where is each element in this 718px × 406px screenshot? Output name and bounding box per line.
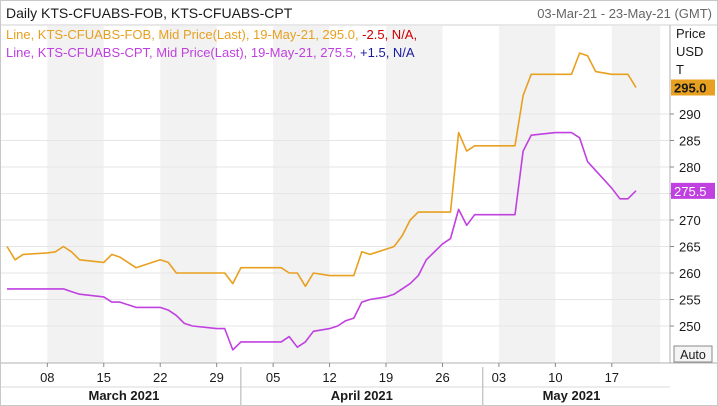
ytick-label: 280	[679, 160, 701, 175]
month-label: April 2021	[331, 388, 393, 403]
legend-cpt-change: +1.5	[360, 45, 386, 60]
week-shade	[498, 26, 556, 363]
xtick-label: 10	[548, 370, 562, 385]
ytick-label: 255	[679, 293, 701, 308]
auto-scale-label: Auto	[680, 348, 706, 362]
legend-fob[interactable]: Line, KTS-CFUABS-FOB, Mid Price(Last), 1…	[6, 27, 417, 42]
last-value-text: 275.5	[674, 184, 707, 199]
legend-cpt-text: Line, KTS-CFUABS-CPT, Mid Price(Last), 1…	[6, 45, 360, 60]
legend-fob-change: -2.5	[362, 27, 384, 42]
series-line-kts-cfuabs-cpt	[7, 131, 637, 351]
legend-cpt-suffix: , N/A	[386, 45, 415, 60]
xtick-label: 15	[97, 370, 111, 385]
legend-fob-suffix: , N/A,	[385, 27, 418, 42]
month-label: March 2021	[89, 388, 160, 403]
xtick-label: 26	[435, 370, 449, 385]
date-range: 03-Mar-21 - 23-May-21 (GMT)	[537, 6, 712, 21]
xtick-label: 22	[153, 370, 167, 385]
ytick-label: 265	[679, 240, 701, 255]
weekly-shading	[47, 26, 661, 363]
xtick-label: 17	[605, 370, 619, 385]
price-axis-label-1: Price	[676, 26, 706, 41]
week-shade	[160, 26, 217, 363]
xtick-label: 03	[492, 370, 506, 385]
xtick-label: 29	[209, 370, 223, 385]
chart-title: Daily KTS-CFUABS-FOB, KTS-CFUABS-CPT	[6, 5, 293, 21]
xtick-label: 12	[322, 370, 336, 385]
last-value-tag	[671, 182, 715, 199]
week-shade	[611, 26, 661, 363]
legend-cpt[interactable]: Line, KTS-CFUABS-CPT, Mid Price(Last), 1…	[6, 45, 415, 60]
series-line-kts-cfuabs-fob	[6, 52, 637, 288]
ytick-label: 250	[679, 319, 701, 334]
ytick-label: 285	[679, 134, 701, 149]
ytick-label: 290	[679, 107, 701, 122]
auto-scale-button[interactable]	[673, 345, 713, 363]
series-lines	[6, 52, 637, 351]
last-value-tags: 295.0 275.5	[671, 79, 715, 199]
price-axis-label-3: T	[676, 62, 684, 77]
ytick-label: 270	[679, 213, 701, 228]
price-axis-label-2: USD	[676, 44, 703, 59]
week-shade	[386, 26, 443, 363]
month-labels: March 2021 April 2021 May 2021	[1, 367, 670, 405]
xtick-label: 19	[379, 370, 393, 385]
last-value-text: 295.0	[674, 81, 707, 96]
legend-fob-text: Line, KTS-CFUABS-FOB, Mid Price(Last), 1…	[6, 27, 362, 42]
month-label: May 2021	[543, 388, 601, 403]
xtick-label: 08	[40, 370, 54, 385]
ytick-label: 260	[679, 266, 701, 281]
week-shade	[273, 26, 330, 363]
last-value-tag	[671, 79, 715, 96]
gridlines	[1, 113, 670, 327]
week-shade	[47, 26, 104, 363]
xtick-label: 05	[266, 370, 280, 385]
time-axis-ticks: 08 15 22 29 05 12 19 26 03 10 17	[40, 363, 619, 385]
price-axis-ticks: 250255260265270275280285290	[670, 107, 701, 334]
